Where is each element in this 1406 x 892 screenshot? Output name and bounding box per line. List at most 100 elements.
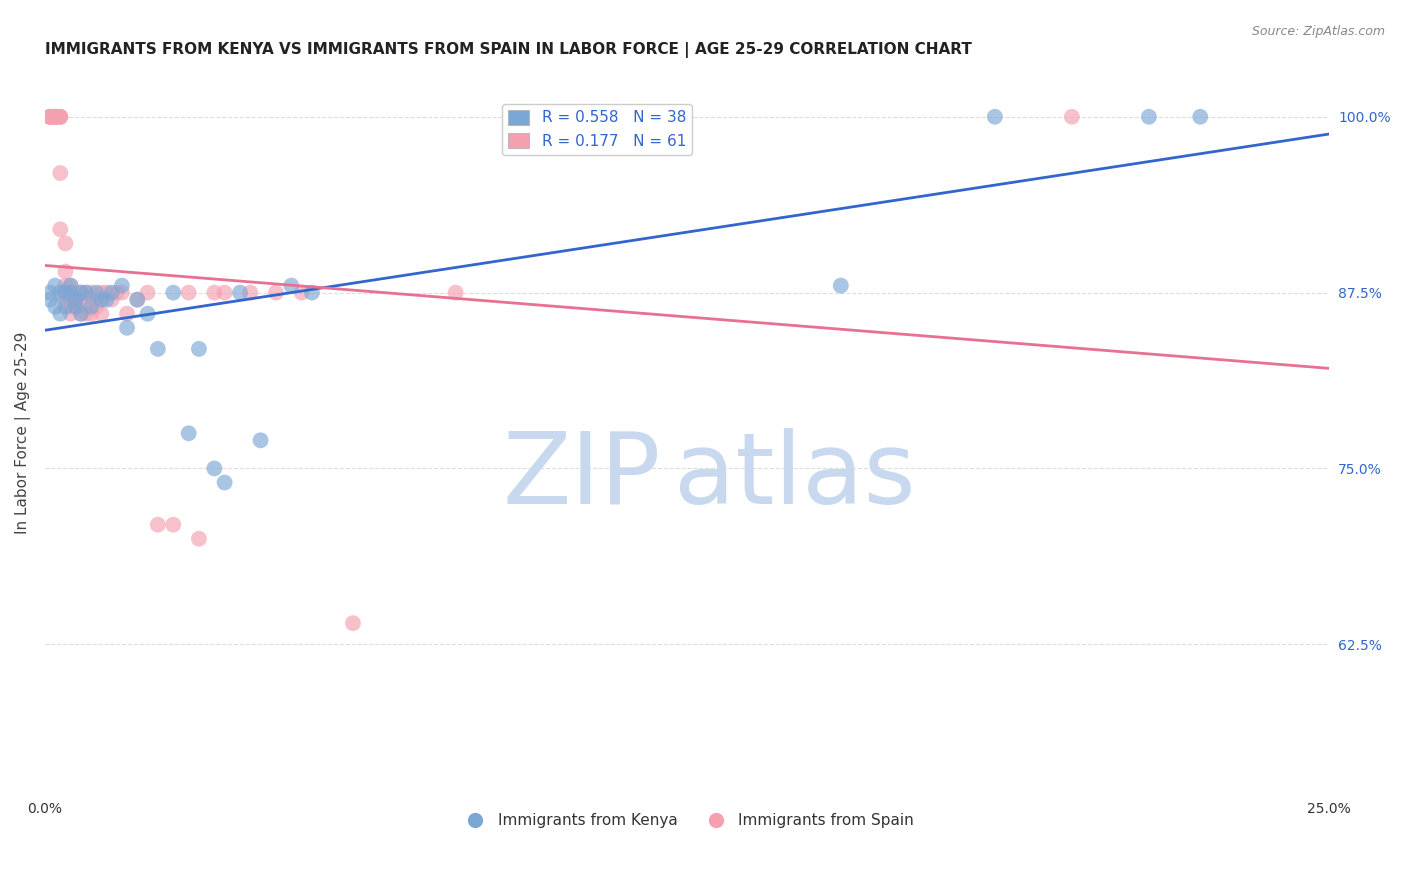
- Point: [55, 285, 77, 300]
- Point: [59, 293, 82, 307]
- Point: [301, 285, 323, 300]
- Point: [984, 110, 1007, 124]
- Point: [187, 342, 209, 356]
- Point: [162, 285, 184, 300]
- Point: [162, 517, 184, 532]
- Point: [59, 278, 82, 293]
- Text: ZIP: ZIP: [503, 428, 661, 524]
- Point: [146, 517, 169, 532]
- Point: [44, 110, 66, 124]
- Point: [444, 285, 467, 300]
- Point: [84, 285, 107, 300]
- Point: [177, 285, 200, 300]
- Point: [49, 307, 72, 321]
- Point: [49, 110, 72, 124]
- Point: [75, 285, 97, 300]
- Point: [69, 307, 91, 321]
- Point: [49, 285, 72, 300]
- Point: [55, 236, 77, 251]
- Point: [55, 278, 77, 293]
- Point: [59, 278, 82, 293]
- Text: IMMIGRANTS FROM KENYA VS IMMIGRANTS FROM SPAIN IN LABOR FORCE | AGE 25-29 CORREL: IMMIGRANTS FROM KENYA VS IMMIGRANTS FROM…: [45, 42, 972, 58]
- Point: [65, 293, 87, 307]
- Point: [55, 300, 77, 314]
- Point: [59, 300, 82, 314]
- Point: [69, 285, 91, 300]
- Point: [55, 264, 77, 278]
- Point: [69, 285, 91, 300]
- Point: [90, 293, 112, 307]
- Point: [44, 110, 66, 124]
- Point: [59, 285, 82, 300]
- Point: [75, 285, 97, 300]
- Point: [69, 293, 91, 307]
- Point: [55, 285, 77, 300]
- Point: [44, 110, 66, 124]
- Point: [55, 285, 77, 300]
- Point: [75, 307, 97, 321]
- Point: [59, 307, 82, 321]
- Text: atlas: atlas: [673, 428, 915, 524]
- Point: [1060, 110, 1083, 124]
- Point: [90, 307, 112, 321]
- Point: [49, 166, 72, 180]
- Point: [1189, 110, 1212, 124]
- Point: [44, 300, 66, 314]
- Point: [39, 110, 62, 124]
- Point: [39, 285, 62, 300]
- Point: [202, 285, 225, 300]
- Point: [1137, 110, 1160, 124]
- Point: [49, 110, 72, 124]
- Point: [342, 616, 364, 631]
- Point: [291, 285, 314, 300]
- Point: [115, 320, 138, 334]
- Point: [111, 278, 134, 293]
- Point: [39, 110, 62, 124]
- Point: [187, 532, 209, 546]
- Point: [90, 285, 112, 300]
- Point: [84, 300, 107, 314]
- Point: [177, 426, 200, 441]
- Point: [69, 307, 91, 321]
- Point: [59, 285, 82, 300]
- Point: [59, 285, 82, 300]
- Point: [80, 307, 103, 321]
- Point: [96, 293, 118, 307]
- Point: [39, 293, 62, 307]
- Point: [65, 293, 87, 307]
- Point: [100, 293, 122, 307]
- Point: [44, 110, 66, 124]
- Point: [49, 222, 72, 236]
- Point: [127, 293, 149, 307]
- Point: [80, 300, 103, 314]
- Point: [49, 110, 72, 124]
- Point: [264, 285, 287, 300]
- Point: [100, 285, 122, 300]
- Text: Source: ZipAtlas.com: Source: ZipAtlas.com: [1251, 25, 1385, 38]
- Point: [96, 285, 118, 300]
- Point: [84, 293, 107, 307]
- Point: [136, 285, 159, 300]
- Point: [65, 300, 87, 314]
- Point: [39, 110, 62, 124]
- Point: [830, 278, 852, 293]
- Point: [229, 285, 252, 300]
- Point: [44, 278, 66, 293]
- Point: [80, 285, 103, 300]
- Point: [115, 307, 138, 321]
- Point: [65, 293, 87, 307]
- Point: [202, 461, 225, 475]
- Point: [39, 110, 62, 124]
- Point: [214, 285, 236, 300]
- Point: [105, 285, 128, 300]
- Point: [239, 285, 262, 300]
- Point: [127, 293, 149, 307]
- Point: [146, 342, 169, 356]
- Point: [65, 300, 87, 314]
- Point: [55, 293, 77, 307]
- Point: [280, 278, 302, 293]
- Point: [111, 285, 134, 300]
- Point: [136, 307, 159, 321]
- Point: [44, 110, 66, 124]
- Point: [65, 300, 87, 314]
